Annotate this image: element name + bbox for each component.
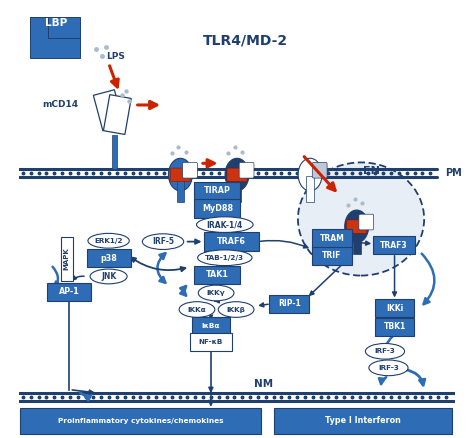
Polygon shape xyxy=(30,18,80,58)
Text: NM: NM xyxy=(254,378,273,389)
Text: IRAK-1/4: IRAK-1/4 xyxy=(207,220,243,229)
Ellipse shape xyxy=(88,233,129,248)
Ellipse shape xyxy=(179,302,215,318)
FancyBboxPatch shape xyxy=(227,168,247,182)
Text: TRIF: TRIF xyxy=(322,251,342,261)
FancyBboxPatch shape xyxy=(359,214,374,230)
Ellipse shape xyxy=(90,269,127,284)
Text: TLR4/MD-2: TLR4/MD-2 xyxy=(203,34,288,48)
FancyBboxPatch shape xyxy=(312,230,352,248)
Text: IKKα: IKKα xyxy=(188,307,206,313)
Bar xyxy=(61,237,73,281)
Text: IRF-3: IRF-3 xyxy=(378,365,399,371)
Text: TRAF3: TRAF3 xyxy=(380,240,408,250)
Bar xyxy=(306,176,314,202)
Ellipse shape xyxy=(198,250,252,265)
Ellipse shape xyxy=(365,343,405,359)
FancyBboxPatch shape xyxy=(47,283,91,301)
FancyBboxPatch shape xyxy=(87,250,131,267)
Bar xyxy=(93,90,124,131)
FancyBboxPatch shape xyxy=(171,168,191,182)
Text: TIRAP: TIRAP xyxy=(204,186,231,195)
FancyBboxPatch shape xyxy=(312,247,352,265)
FancyBboxPatch shape xyxy=(20,408,261,434)
Ellipse shape xyxy=(369,360,408,376)
Text: RIP-1: RIP-1 xyxy=(278,299,301,308)
FancyBboxPatch shape xyxy=(375,318,414,336)
FancyBboxPatch shape xyxy=(269,295,309,313)
Text: ERK1/2: ERK1/2 xyxy=(94,238,123,244)
FancyBboxPatch shape xyxy=(375,299,414,318)
FancyBboxPatch shape xyxy=(190,332,232,351)
Text: IRF-5: IRF-5 xyxy=(152,237,174,246)
Bar xyxy=(103,95,131,134)
Ellipse shape xyxy=(298,158,322,191)
Text: TRAM: TRAM xyxy=(319,234,344,243)
Text: TBK1: TBK1 xyxy=(383,322,406,332)
Text: IKKi: IKKi xyxy=(386,304,403,313)
FancyBboxPatch shape xyxy=(373,236,415,254)
FancyBboxPatch shape xyxy=(312,162,327,178)
Text: IRF-3: IRF-3 xyxy=(374,348,395,354)
Text: IKKγ: IKKγ xyxy=(207,290,226,296)
Ellipse shape xyxy=(168,158,192,191)
FancyBboxPatch shape xyxy=(194,265,240,284)
FancyBboxPatch shape xyxy=(194,182,240,200)
FancyBboxPatch shape xyxy=(192,317,230,334)
Text: LPS: LPS xyxy=(106,52,125,61)
Text: AP-1: AP-1 xyxy=(59,287,80,296)
Ellipse shape xyxy=(198,285,234,301)
Text: TAK1: TAK1 xyxy=(206,270,229,279)
Bar xyxy=(353,228,361,254)
Ellipse shape xyxy=(197,217,253,233)
Text: MyD88: MyD88 xyxy=(202,204,233,213)
FancyBboxPatch shape xyxy=(194,199,240,218)
FancyBboxPatch shape xyxy=(182,162,197,178)
FancyBboxPatch shape xyxy=(274,408,452,434)
Text: MAPK: MAPK xyxy=(64,247,70,270)
Text: Type I Interferon: Type I Interferon xyxy=(325,417,401,425)
FancyBboxPatch shape xyxy=(239,162,254,178)
Bar xyxy=(176,176,184,202)
FancyBboxPatch shape xyxy=(204,233,259,251)
Text: IκBα: IκBα xyxy=(202,323,220,328)
Text: IKKβ: IKKβ xyxy=(227,307,246,313)
Text: mCD14: mCD14 xyxy=(43,100,79,110)
Bar xyxy=(112,134,117,170)
Bar xyxy=(233,176,241,202)
Text: p38: p38 xyxy=(100,254,117,263)
Ellipse shape xyxy=(142,234,184,250)
FancyBboxPatch shape xyxy=(346,220,367,233)
Text: Proinflammatory cytokines/chemokines: Proinflammatory cytokines/chemokines xyxy=(58,418,223,424)
Text: LBP: LBP xyxy=(45,18,67,28)
Bar xyxy=(30,18,80,39)
Text: NF-κB: NF-κB xyxy=(199,339,223,345)
Ellipse shape xyxy=(298,162,424,276)
Ellipse shape xyxy=(345,210,369,243)
Text: PM: PM xyxy=(445,168,462,178)
Ellipse shape xyxy=(219,302,254,318)
Text: JNK: JNK xyxy=(101,272,116,281)
Text: EN: EN xyxy=(364,166,380,176)
Ellipse shape xyxy=(225,158,249,191)
Text: TAB-1/2/3: TAB-1/2/3 xyxy=(205,255,244,261)
Text: TRAF6: TRAF6 xyxy=(218,237,246,246)
